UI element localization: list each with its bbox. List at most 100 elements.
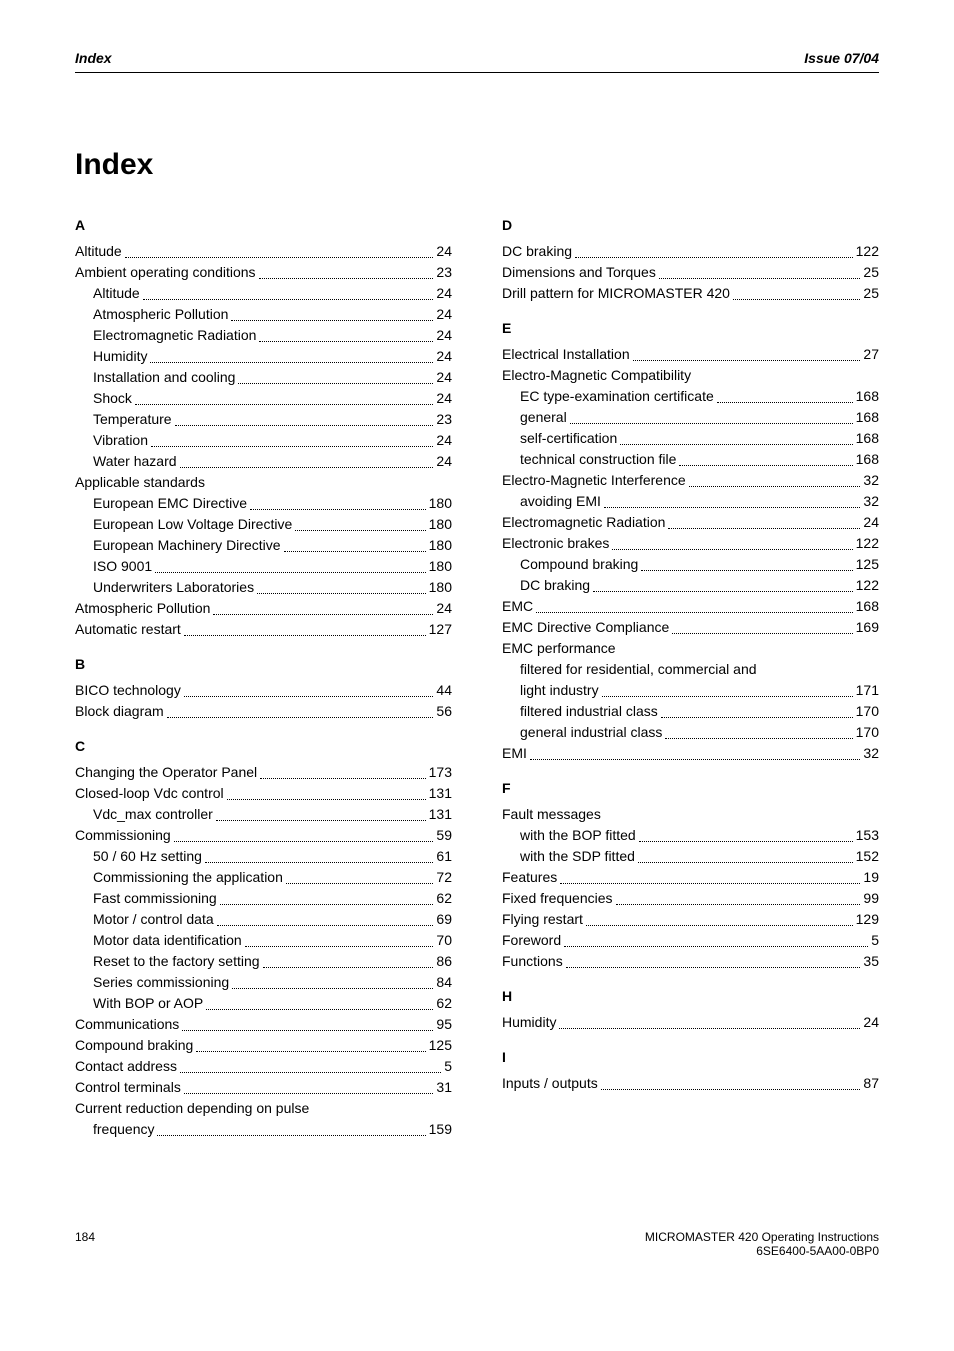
leader-dots: [232, 972, 433, 989]
entry-page: 122: [856, 241, 879, 262]
leader-dots: [167, 701, 434, 718]
entry-page: 87: [863, 1073, 879, 1094]
index-entry: Fast commissioning62: [75, 888, 452, 909]
index-entry: Series commissioning84: [75, 972, 452, 993]
entry-page: 24: [436, 241, 452, 262]
entry-text: light industry: [520, 680, 599, 701]
index-entry: with the SDP fitted152: [502, 846, 879, 867]
leader-dots: [659, 262, 861, 279]
entry-page: 24: [436, 346, 452, 367]
entry-page: 24: [436, 304, 452, 325]
entry-text: self-certification: [520, 428, 617, 449]
entry-page: 169: [856, 617, 879, 638]
entry-page: 25: [863, 262, 879, 283]
index-entry: Atmospheric Pollution24: [75, 304, 452, 325]
entry-text: Temperature: [93, 409, 172, 430]
leader-dots: [284, 535, 426, 552]
index-entry: Control terminals31: [75, 1077, 452, 1098]
index-entry: Humidity24: [75, 346, 452, 367]
index-entry: With BOP or AOP 62: [75, 993, 452, 1014]
entry-page: 44: [436, 680, 452, 701]
entry-text: Electrical Installation: [502, 344, 630, 365]
index-heading: Current reduction depending on pulse: [75, 1098, 452, 1119]
entry-page: 62: [436, 993, 452, 1014]
leader-dots: [612, 533, 852, 550]
entry-text: general: [520, 407, 567, 428]
entry-page: 61: [436, 846, 452, 867]
index-entry: general industrial class170: [502, 722, 879, 743]
leader-dots: [530, 743, 861, 760]
leader-dots: [295, 514, 425, 531]
entry-page: 32: [863, 743, 879, 764]
entry-text: Block diagram: [75, 701, 164, 722]
entry-text: Altitude: [93, 283, 140, 304]
entry-page: 62: [436, 888, 452, 909]
entry-page: 32: [863, 470, 879, 491]
page-header: Index Issue 07/04: [75, 50, 879, 66]
entry-text: frequency: [93, 1119, 154, 1140]
entry-page: 24: [436, 388, 452, 409]
entry-page: 125: [856, 554, 879, 575]
leader-dots: [633, 344, 861, 361]
index-entry: Vibration24: [75, 430, 452, 451]
entry-page: 24: [436, 451, 452, 472]
entry-text: technical construction file: [520, 449, 676, 470]
entry-text: avoiding EMI: [520, 491, 601, 512]
index-heading: filtered for residential, commercial and: [502, 659, 879, 680]
entry-text: Drill pattern for MICROMASTER 420: [502, 283, 730, 304]
index-entry: Installation and cooling24: [75, 367, 452, 388]
index-entry: European Low Voltage Directive 180: [75, 514, 452, 535]
leader-dots: [560, 867, 860, 884]
entry-text: with the BOP fitted: [520, 825, 636, 846]
section-letter: F: [502, 780, 879, 796]
entry-page: 171: [856, 680, 879, 701]
heading-text: Current reduction depending on pulse: [75, 1098, 309, 1119]
leader-dots: [668, 512, 860, 529]
leader-dots: [260, 762, 426, 779]
entry-page: 180: [429, 514, 452, 535]
leader-dots: [182, 1014, 433, 1031]
index-entry: Compound braking125: [75, 1035, 452, 1056]
index-entry: Changing the Operator Panel 173: [75, 762, 452, 783]
index-entry: Fixed frequencies99: [502, 888, 879, 909]
entry-page: 35: [863, 951, 879, 972]
section-letter: E: [502, 320, 879, 336]
entry-page: 173: [429, 762, 452, 783]
entry-text: Closed-loop Vdc control: [75, 783, 224, 804]
index-entry: Features19: [502, 867, 879, 888]
entry-text: Changing the Operator Panel: [75, 762, 257, 783]
entry-page: 31: [436, 1077, 452, 1098]
leader-dots: [220, 888, 434, 905]
heading-text: Fault messages: [502, 804, 601, 825]
entry-text: European Low Voltage Directive: [93, 514, 292, 535]
leader-dots: [259, 262, 434, 279]
leader-dots: [196, 1035, 425, 1052]
leader-dots: [259, 325, 433, 342]
entry-page: 122: [856, 575, 879, 596]
entry-text: Electronic brakes: [502, 533, 609, 554]
entry-page: 99: [863, 888, 879, 909]
entry-text: general industrial class: [520, 722, 662, 743]
leader-dots: [180, 1056, 441, 1073]
entry-text: EC type-examination certificate: [520, 386, 714, 407]
right-column: DDC braking122Dimensions and Torques25Dr…: [502, 217, 879, 1140]
entry-page: 122: [856, 533, 879, 554]
entry-text: Functions: [502, 951, 563, 972]
index-entry: European Machinery Directive180: [75, 535, 452, 556]
index-entry: EMI32: [502, 743, 879, 764]
index-entry: self-certification168: [502, 428, 879, 449]
entry-page: 19: [863, 867, 879, 888]
page-title: Index: [75, 148, 879, 182]
header-left: Index: [75, 50, 112, 66]
entry-page: 56: [436, 701, 452, 722]
index-entry: ISO 9001180: [75, 556, 452, 577]
left-column: AAltitude24Ambient operating conditions2…: [75, 217, 452, 1140]
leader-dots: [593, 575, 853, 592]
index-entry: Contact address5: [75, 1056, 452, 1077]
index-entry: BICO technology44: [75, 680, 452, 701]
entry-text: Vibration: [93, 430, 148, 451]
entry-text: With BOP or AOP: [93, 993, 203, 1014]
section-letter: D: [502, 217, 879, 233]
section-letter: A: [75, 217, 452, 233]
entry-text: Series commissioning: [93, 972, 229, 993]
